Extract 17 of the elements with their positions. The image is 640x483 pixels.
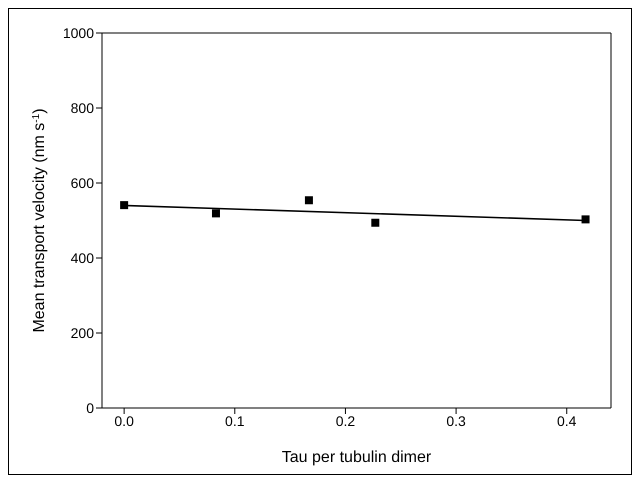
x-axis-title: Tau per tubulin dimer xyxy=(282,449,432,466)
x-tick-label: 0.4 xyxy=(557,412,577,429)
x-tick-label: 0.3 xyxy=(446,412,466,429)
y-tick-label: 400 xyxy=(70,250,94,266)
y-tick-label: 0 xyxy=(86,400,94,416)
point xyxy=(212,209,220,218)
y-tick-label: 200 xyxy=(70,324,94,341)
point xyxy=(371,218,380,227)
y-tick-label: 800 xyxy=(70,100,94,116)
x-tick-label: 0.0 xyxy=(114,412,134,429)
x-tick-label: 0.1 xyxy=(225,412,245,429)
point xyxy=(304,196,313,204)
y-tick-label: 600 xyxy=(70,174,94,191)
y-tick-label: 1000 xyxy=(62,24,94,41)
point xyxy=(582,215,590,224)
x-tick-label: 0.2 xyxy=(336,412,356,429)
point xyxy=(120,201,128,210)
